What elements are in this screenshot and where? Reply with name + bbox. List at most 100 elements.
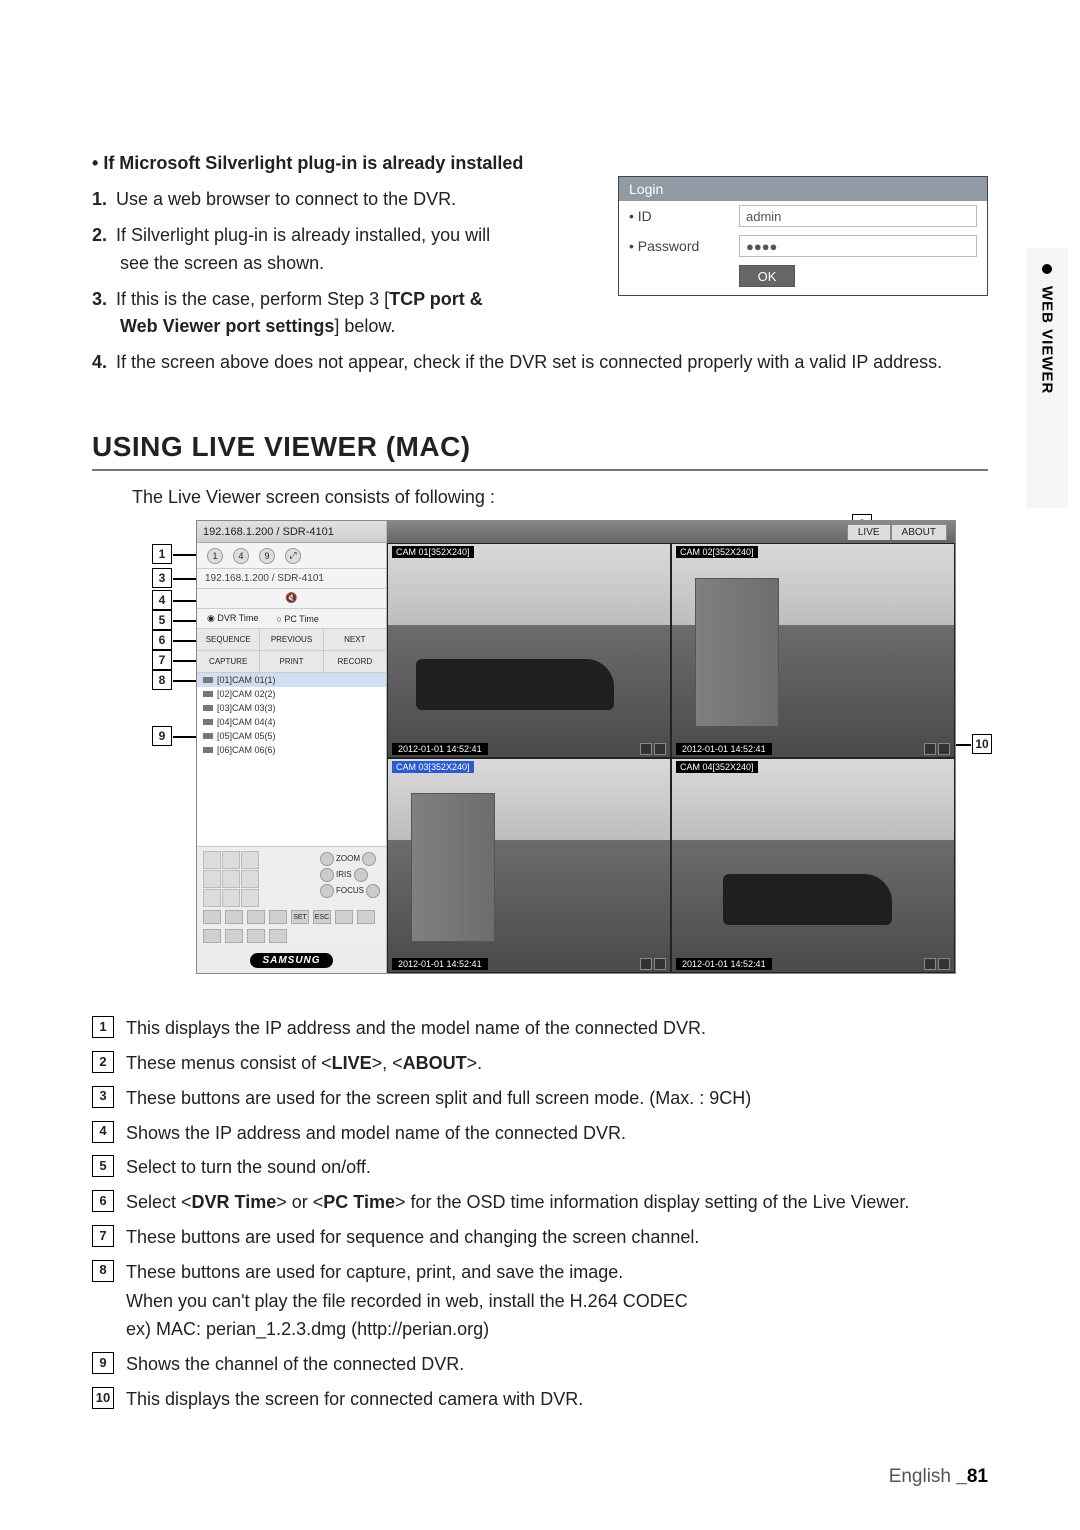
viewer-main: LIVE ABOUT CAM 01[352X240] 2012-01-01 14… bbox=[387, 521, 955, 973]
camera-cell-2[interactable]: CAM 02[352X240] 2012-01-01 14:52:41 bbox=[671, 543, 955, 758]
legend-text: This displays the IP address and the mod… bbox=[126, 1014, 988, 1043]
step-2-num: 2. bbox=[92, 222, 116, 250]
login-ok-button[interactable]: OK bbox=[739, 265, 795, 287]
cell-timestamp: 2012-01-01 14:52:41 bbox=[676, 743, 772, 755]
cam-list-item[interactable]: [05]CAM 05(5) bbox=[197, 729, 386, 743]
ptz-set-button[interactable]: SET bbox=[291, 910, 309, 924]
callout-8: 8 bbox=[152, 670, 172, 690]
next-button[interactable]: NEXT bbox=[324, 629, 386, 650]
record-button[interactable]: RECORD bbox=[324, 651, 386, 672]
legend-num: 2 bbox=[92, 1051, 114, 1073]
cell-icons bbox=[924, 958, 950, 970]
callout-5: 5 bbox=[152, 610, 172, 630]
cell-timestamp: 2012-01-01 14:52:41 bbox=[676, 958, 772, 970]
iris-open-button[interactable] bbox=[354, 868, 368, 882]
cell-timestamp: 2012-01-01 14:52:41 bbox=[392, 743, 488, 755]
toolbar-icon[interactable] bbox=[203, 929, 221, 943]
sound-toggle[interactable]: 🔇 bbox=[197, 589, 386, 609]
main-tabs: LIVE ABOUT bbox=[387, 521, 955, 543]
callout-4: 4 bbox=[152, 590, 172, 610]
callout-3: 3 bbox=[152, 568, 172, 588]
ptz-bottom-row: SET ESC bbox=[203, 910, 380, 943]
capture-button[interactable]: CAPTURE bbox=[197, 651, 260, 672]
login-id-input[interactable]: admin bbox=[739, 205, 977, 227]
camera-cell-1[interactable]: CAM 01[352X240] 2012-01-01 14:52:41 bbox=[387, 543, 671, 758]
live-tab[interactable]: LIVE bbox=[847, 524, 891, 540]
cell-label: CAM 01[352X240] bbox=[392, 546, 474, 558]
ptz-preset-button[interactable] bbox=[247, 910, 265, 924]
camera-cell-4[interactable]: CAM 04[352X240] 2012-01-01 14:52:41 bbox=[671, 758, 955, 973]
pc-time-radio[interactable]: ○ PC Time bbox=[276, 614, 318, 624]
cam-list-item[interactable]: [02]CAM 02(2) bbox=[197, 687, 386, 701]
cell-label: CAM 02[352X240] bbox=[676, 546, 758, 558]
legend-row: 8These buttons are used for capture, pri… bbox=[92, 1258, 988, 1344]
dvr-time-radio[interactable]: ◉ DVR Time bbox=[207, 613, 258, 624]
toolbar-icon[interactable] bbox=[335, 910, 353, 924]
ptz-esc-button[interactable]: ESC bbox=[313, 910, 331, 924]
viewer-sidebar: 192.168.1.200 / SDR-4101 1 4 9 ⤢ 192.168… bbox=[197, 521, 387, 973]
legend-num: 5 bbox=[92, 1155, 114, 1177]
step-3-text2: ] below. bbox=[334, 316, 395, 336]
previous-button[interactable]: PREVIOUS bbox=[260, 629, 323, 650]
camera-cell-3[interactable]: CAM 03[352X240] 2012-01-01 14:52:41 bbox=[387, 758, 671, 973]
step-2-text: If Silverlight plug-in is already instal… bbox=[116, 225, 490, 273]
cam-list-item[interactable]: [06]CAM 06(6) bbox=[197, 743, 386, 757]
split-1x1-button[interactable]: 1 bbox=[207, 548, 223, 564]
toolbar-icon[interactable] bbox=[225, 929, 243, 943]
footer-page: _81 bbox=[956, 1466, 988, 1487]
legend-row: 3These buttons are used for the screen s… bbox=[92, 1084, 988, 1113]
dvr-info-row: 192.168.1.200 / SDR-4101 bbox=[197, 569, 386, 589]
sequence-button[interactable]: SEQUENCE bbox=[197, 629, 260, 650]
page-footer: English _81 bbox=[889, 1466, 988, 1488]
focus-far-button[interactable] bbox=[366, 884, 380, 898]
footer-lang: English bbox=[889, 1466, 951, 1487]
legend-text: These buttons are used for sequence and … bbox=[126, 1223, 988, 1252]
legend-row: 5Select to turn the sound on/off. bbox=[92, 1153, 988, 1182]
toolbar-icon[interactable] bbox=[357, 910, 375, 924]
ptz-preset-button[interactable] bbox=[225, 910, 243, 924]
legend-row: 10This displays the screen for connected… bbox=[92, 1385, 988, 1414]
legend-row: 9Shows the channel of the connected DVR. bbox=[92, 1350, 988, 1379]
split-2x2-button[interactable]: 4 bbox=[233, 548, 249, 564]
silverlight-heading-text: If Microsoft Silverlight plug-in is alre… bbox=[103, 153, 523, 173]
step-1-text: Use a web browser to connect to the DVR. bbox=[116, 189, 456, 209]
live-viewer-window: 192.168.1.200 / SDR-4101 1 4 9 ⤢ 192.168… bbox=[196, 520, 956, 974]
fullscreen-button[interactable]: ⤢ bbox=[285, 548, 301, 564]
legend-num: 1 bbox=[92, 1016, 114, 1038]
login-pw-label: Password bbox=[629, 238, 739, 254]
callout-9: 9 bbox=[152, 726, 172, 746]
cell-label: CAM 03[352X240] bbox=[392, 761, 474, 773]
ptz-lens: ZOOM IRIS FOCUS bbox=[320, 851, 380, 908]
sequence-row: SEQUENCE PREVIOUS NEXT bbox=[197, 629, 386, 651]
zoom-out-button[interactable] bbox=[320, 852, 334, 866]
zoom-in-button[interactable] bbox=[362, 852, 376, 866]
iris-close-button[interactable] bbox=[320, 868, 334, 882]
callout-10: 10 bbox=[972, 734, 992, 754]
legend-text: This displays the screen for connected c… bbox=[126, 1385, 988, 1414]
legend-num: 6 bbox=[92, 1190, 114, 1212]
legend-list: 1 This displays the IP address and the mo… bbox=[92, 1014, 988, 1414]
cam-list-item[interactable]: [04]CAM 04(4) bbox=[197, 715, 386, 729]
split-3x3-button[interactable]: 9 bbox=[259, 548, 275, 564]
legend-text: Select <DVR Time> or <PC Time> for the O… bbox=[126, 1188, 988, 1217]
login-pw-input[interactable]: ●●●● bbox=[739, 235, 977, 257]
ptz-preset-button[interactable] bbox=[269, 910, 287, 924]
side-tab-label: WEB VIEWER bbox=[1039, 286, 1056, 394]
legend-text: These buttons are used for the screen sp… bbox=[126, 1084, 988, 1113]
toolbar-icon[interactable] bbox=[247, 929, 265, 943]
focus-near-button[interactable] bbox=[320, 884, 334, 898]
legend-row: 1 This displays the IP address and the mo… bbox=[92, 1014, 988, 1043]
about-tab[interactable]: ABOUT bbox=[891, 524, 947, 540]
cell-label: CAM 04[352X240] bbox=[676, 761, 758, 773]
step-3-text1: If this is the case, perform Step 3 [ bbox=[116, 289, 389, 309]
callout-6: 6 bbox=[152, 630, 172, 650]
legend-num: 7 bbox=[92, 1225, 114, 1247]
ptz-dpad[interactable] bbox=[203, 851, 318, 908]
ptz-preset-button[interactable] bbox=[203, 910, 221, 924]
section-heading: USING LIVE VIEWER (MAC) bbox=[92, 431, 988, 471]
print-button[interactable]: PRINT bbox=[260, 651, 323, 672]
live-viewer-screenshot: 1 3 4 5 6 7 8 9 2 10 192.168.1.200 / SDR… bbox=[152, 520, 992, 974]
cam-list-item[interactable]: [03]CAM 03(3) bbox=[197, 701, 386, 715]
toolbar-icon[interactable] bbox=[269, 929, 287, 943]
cam-list-item[interactable]: [01]CAM 01(1) bbox=[197, 673, 386, 687]
